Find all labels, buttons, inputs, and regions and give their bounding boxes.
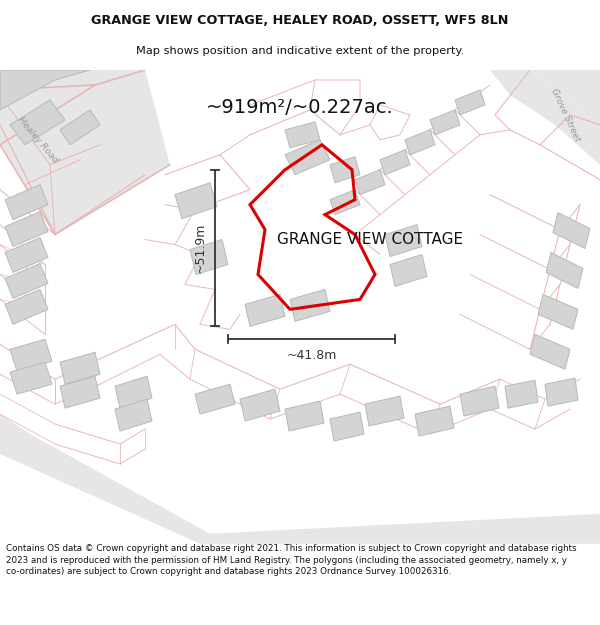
Polygon shape: [365, 396, 404, 426]
Polygon shape: [355, 170, 385, 194]
Polygon shape: [195, 384, 235, 414]
Text: ~51.9m: ~51.9m: [194, 223, 207, 273]
Polygon shape: [5, 185, 48, 219]
Polygon shape: [330, 189, 360, 214]
Text: Healey Road: Healey Road: [16, 115, 60, 164]
Polygon shape: [415, 406, 454, 436]
Polygon shape: [0, 70, 170, 234]
Polygon shape: [553, 213, 590, 249]
Text: ~919m²/~0.227ac.: ~919m²/~0.227ac.: [206, 98, 394, 117]
Polygon shape: [5, 289, 48, 324]
Polygon shape: [115, 376, 152, 408]
Polygon shape: [60, 110, 100, 145]
Polygon shape: [455, 90, 485, 115]
Text: Grove Street: Grove Street: [549, 87, 581, 143]
Polygon shape: [505, 380, 538, 408]
Polygon shape: [190, 239, 228, 274]
Polygon shape: [115, 399, 152, 431]
Polygon shape: [330, 412, 364, 441]
Polygon shape: [175, 182, 217, 219]
Text: ~41.8m: ~41.8m: [286, 349, 337, 362]
Polygon shape: [60, 352, 100, 384]
Polygon shape: [10, 339, 52, 371]
Polygon shape: [405, 130, 435, 155]
Polygon shape: [380, 150, 410, 175]
Polygon shape: [10, 362, 52, 394]
Polygon shape: [60, 376, 100, 408]
Polygon shape: [385, 224, 422, 256]
Polygon shape: [545, 378, 578, 406]
Polygon shape: [5, 238, 48, 272]
Polygon shape: [530, 70, 600, 125]
Polygon shape: [0, 414, 600, 544]
Polygon shape: [530, 334, 570, 369]
Polygon shape: [430, 110, 460, 135]
Polygon shape: [285, 140, 330, 175]
Polygon shape: [285, 401, 324, 431]
Polygon shape: [546, 253, 583, 288]
Polygon shape: [5, 212, 48, 246]
Text: Map shows position and indicative extent of the property.: Map shows position and indicative extent…: [136, 46, 464, 56]
Polygon shape: [5, 264, 48, 298]
Polygon shape: [240, 389, 280, 421]
Polygon shape: [538, 294, 578, 329]
Polygon shape: [460, 386, 499, 416]
Text: GRANGE VIEW COTTAGE, HEALEY ROAD, OSSETT, WF5 8LN: GRANGE VIEW COTTAGE, HEALEY ROAD, OSSETT…: [91, 14, 509, 27]
Polygon shape: [245, 294, 285, 326]
Polygon shape: [10, 100, 65, 145]
Text: GRANGE VIEW COTTAGE: GRANGE VIEW COTTAGE: [277, 232, 463, 247]
Polygon shape: [285, 122, 320, 148]
Polygon shape: [490, 70, 600, 165]
Text: Contains OS data © Crown copyright and database right 2021. This information is : Contains OS data © Crown copyright and d…: [6, 544, 577, 576]
Polygon shape: [390, 254, 427, 286]
Polygon shape: [330, 157, 360, 182]
Polygon shape: [0, 70, 145, 145]
Polygon shape: [0, 70, 90, 110]
Polygon shape: [290, 289, 330, 321]
